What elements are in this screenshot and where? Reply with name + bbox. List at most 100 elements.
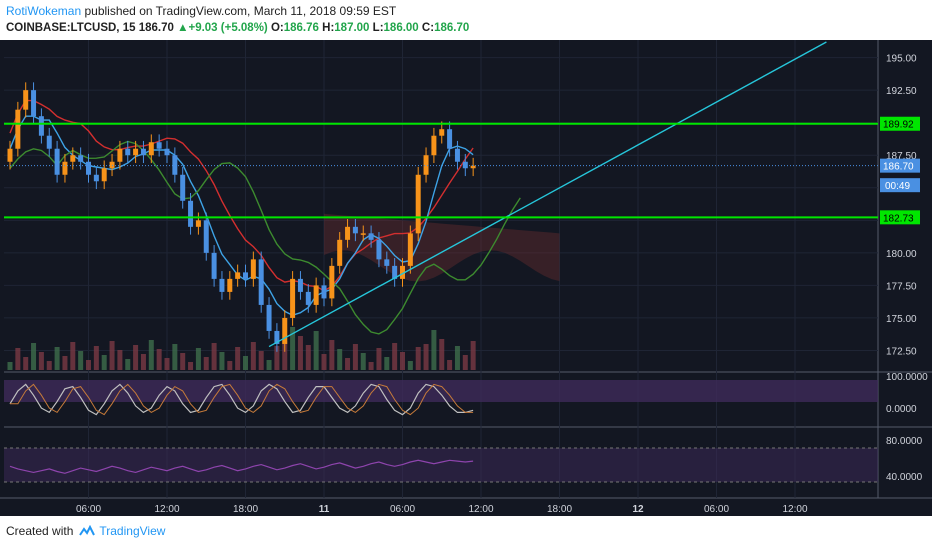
volume-bar xyxy=(431,330,437,370)
candle xyxy=(439,129,445,136)
close-label: C: xyxy=(421,22,435,34)
osc2-tick-label: 40.0000 xyxy=(886,472,923,483)
volume-bar xyxy=(227,361,233,370)
candle xyxy=(368,233,374,240)
author-link[interactable]: RotiWokeman xyxy=(6,4,82,18)
volume-bar xyxy=(360,353,366,370)
time-tick-label: 06:00 xyxy=(76,504,101,515)
time-tick-label: 06:00 xyxy=(390,504,415,515)
candle xyxy=(415,174,421,234)
tradingview-link[interactable]: TradingView xyxy=(79,524,165,538)
price-tick-label: 186.70 xyxy=(883,162,914,173)
candle xyxy=(407,233,413,266)
oscillator-band xyxy=(4,380,878,402)
candle xyxy=(384,259,390,266)
volume-bar xyxy=(148,340,154,370)
candle xyxy=(117,148,123,162)
low-label: L: xyxy=(372,22,384,34)
green-indicator-line xyxy=(9,140,521,335)
volume-bar xyxy=(266,360,272,370)
volume-bar xyxy=(203,357,209,370)
candle xyxy=(7,148,13,162)
volume-bar xyxy=(352,344,358,370)
time-tick-label: 18:00 xyxy=(233,504,258,515)
candle xyxy=(352,226,358,234)
oscillator-band xyxy=(4,448,878,482)
volume-bar xyxy=(180,353,186,370)
publish-info: RotiWokeman published on TradingView.com… xyxy=(6,4,396,18)
volume-bar xyxy=(376,348,382,370)
price-tick-label: 187.50 xyxy=(886,151,917,162)
volume-bar xyxy=(46,361,52,370)
level-price-tag xyxy=(880,210,920,225)
volume-bar xyxy=(188,362,194,370)
price-tick-label: 192.50 xyxy=(886,86,917,97)
price-tick-label: 182.73 xyxy=(883,213,914,224)
volume-bar xyxy=(101,355,107,370)
candle xyxy=(274,330,280,344)
high-value: 187.00 xyxy=(334,22,370,34)
volume-bar xyxy=(38,352,44,370)
candle xyxy=(250,259,256,279)
candle xyxy=(70,155,76,162)
high-label: H: xyxy=(322,22,335,34)
oscillator1-line xyxy=(9,383,474,416)
candle xyxy=(140,148,146,156)
volume-bar xyxy=(329,340,335,370)
time-tick-label: 12:00 xyxy=(154,504,179,515)
time-tick-label: 06:00 xyxy=(704,504,729,515)
candle xyxy=(188,200,194,227)
candle xyxy=(172,155,178,175)
candle xyxy=(470,165,476,169)
symbol-info: COINBASE:LTCUSD, 15 186.70 ▲+9.03 (+5.08… xyxy=(6,22,469,34)
volume-bar xyxy=(54,347,60,370)
trendline[interactable] xyxy=(268,41,827,348)
last-price: 186.70 xyxy=(138,22,174,34)
price-tick-label: 180.00 xyxy=(886,249,917,260)
volume-bar xyxy=(447,360,453,370)
volume-bar xyxy=(195,348,201,370)
volume-bar xyxy=(243,356,248,370)
symbol-label[interactable]: COINBASE:LTCUSD, 15 xyxy=(6,22,136,34)
level-price-tag xyxy=(880,116,920,131)
candle xyxy=(329,265,335,299)
candle xyxy=(447,129,453,149)
candle xyxy=(203,220,209,253)
volume-bar xyxy=(140,354,146,370)
candle xyxy=(133,148,139,156)
candle xyxy=(101,168,107,182)
volume-bar xyxy=(70,342,76,370)
up-arrow-icon: ▲ xyxy=(177,22,189,34)
volume-bar xyxy=(23,357,29,370)
volume-bar xyxy=(345,358,351,370)
price-tick-label: 175.00 xyxy=(886,314,917,325)
volume-bar xyxy=(321,354,327,370)
volume-bar xyxy=(290,327,296,370)
countdown-tag xyxy=(880,178,920,193)
candle xyxy=(290,278,296,318)
candle xyxy=(321,285,327,299)
volume-bar xyxy=(415,347,421,370)
volume-bar xyxy=(407,361,413,370)
candle xyxy=(423,155,429,175)
tradingview-brand: TradingView xyxy=(99,524,166,538)
time-tick-label: 12 xyxy=(632,504,644,515)
osc1-tick-label: 100.0000 xyxy=(886,372,928,383)
chart-background xyxy=(0,40,932,516)
candle xyxy=(93,174,99,182)
price-tick-label: 189.92 xyxy=(883,120,914,131)
tradingview-logo-icon xyxy=(79,525,96,536)
volume-bar xyxy=(62,356,68,370)
volume-bar xyxy=(235,347,241,370)
price-change: +9.03 (+5.08%) xyxy=(188,22,268,34)
candle xyxy=(462,161,468,169)
candle xyxy=(431,135,437,156)
candle xyxy=(297,278,303,292)
time-tick-label: 12:00 xyxy=(468,504,493,515)
oscillator2-line xyxy=(9,459,474,474)
countdown-label: 00:49 xyxy=(885,181,910,192)
time-tick-label: 18:00 xyxy=(547,504,572,515)
volume-bar xyxy=(454,346,460,370)
volume-bar xyxy=(219,352,225,370)
